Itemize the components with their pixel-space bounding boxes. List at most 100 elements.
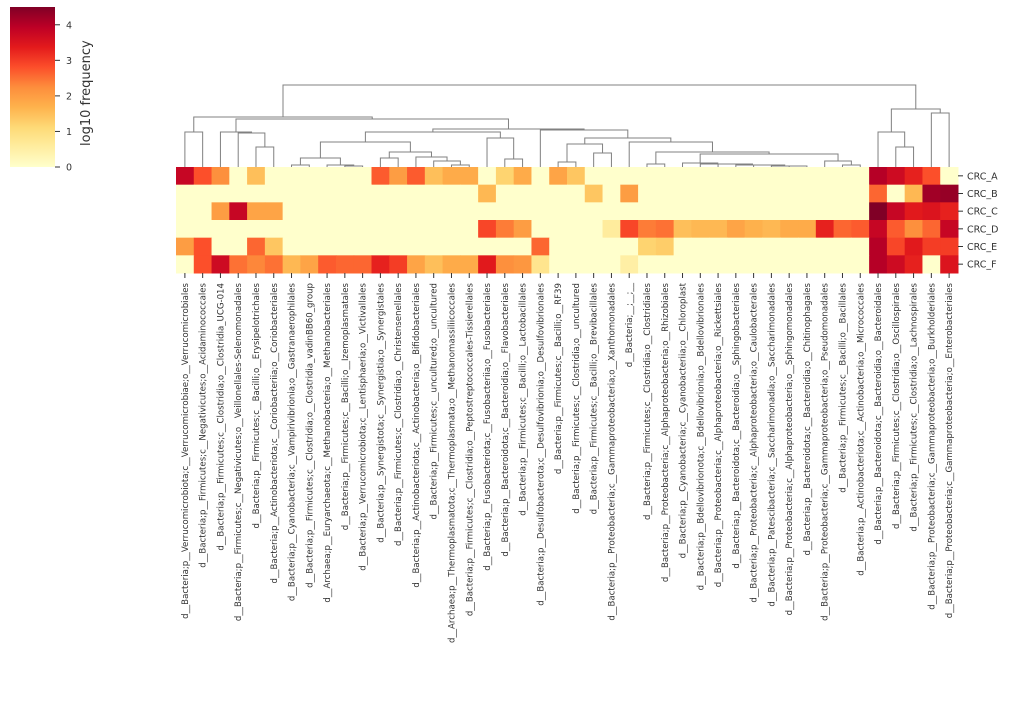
heatmap-cell [193, 220, 213, 239]
heatmap-cell [851, 167, 870, 186]
dendrogram-link [291, 164, 310, 167]
heatmap-cell [815, 202, 835, 221]
heatmap-cell [460, 167, 479, 186]
column-label: d__Bacteria;p__Firmicutes;c__Clostridia;… [394, 282, 404, 546]
heatmap-cell [424, 184, 444, 203]
heatmap-cell [744, 202, 763, 221]
column-dendrogram [184, 84, 950, 167]
heatmap-cell [869, 237, 888, 256]
column-label: d__Bacteria;p__Firmicutes;c__Bacilli;o__… [252, 282, 262, 528]
heatmap-cell [318, 255, 337, 274]
dendrogram-link [486, 137, 515, 167]
column-label: d__Bacteria;p__Bdellovibrionota;c__Bdell… [696, 282, 706, 590]
heatmap-cell [264, 255, 284, 274]
row-label: CRC_E [967, 242, 997, 253]
column-label: d__Bacteria;p__Firmicutes;c__Clostridia;… [305, 283, 315, 588]
heatmap-cell [851, 184, 870, 203]
heatmap-cell [780, 237, 799, 256]
heatmap-cell [726, 167, 746, 186]
dendrogram-link [450, 164, 470, 167]
heatmap-cell [460, 220, 479, 239]
column-label: d__Bacteria;p__Cyanobacteria;c__Cyanobac… [679, 282, 689, 558]
heatmap-cell [567, 202, 586, 221]
heatmap-cell [211, 167, 230, 186]
dendrogram-link [841, 164, 861, 167]
heatmap-cell [495, 167, 515, 186]
heatmap-cell [691, 167, 710, 186]
heatmap-cell [318, 202, 337, 221]
heatmap-cell [744, 167, 763, 186]
dendrogram-link [344, 165, 364, 167]
heatmap-cell [815, 220, 835, 239]
heatmap-cell [940, 202, 959, 221]
heatmap-cell [815, 255, 835, 274]
heatmap-cell [567, 184, 586, 203]
heatmap-cell [620, 237, 639, 256]
column-label: d__Bacteria;p__Firmicutes;c__Bacilli;o__… [554, 283, 564, 474]
dendrogram-link [646, 163, 666, 167]
column-label: d__Bacteria;p__Firmicutes;c__Negativicut… [234, 282, 244, 621]
dendrogram-link [699, 163, 736, 167]
heatmap-cell [762, 220, 781, 239]
heatmap-cell [495, 202, 515, 221]
heatmap-cell [389, 167, 408, 186]
dendrogram-link [184, 131, 204, 167]
heatmap-cell [478, 237, 497, 256]
heatmap-cell [869, 255, 888, 274]
heatmap-cell [638, 220, 657, 239]
heatmap-cell [407, 220, 426, 239]
heatmap-cell [495, 237, 515, 256]
heatmap-cell [353, 184, 372, 203]
dendrogram-link [699, 153, 839, 163]
column-label: d__Bacteria;p__Firmicutes;c__uncultured;… [430, 283, 440, 520]
heatmap-cell [567, 167, 586, 186]
heatmap-cell [851, 202, 870, 221]
heatmap-cell [655, 184, 675, 203]
column-label: d__Bacteria;p__Proteobacteria;c__Gammapr… [821, 282, 831, 620]
heatmap-cell [798, 184, 817, 203]
heatmap-cell [264, 220, 284, 239]
dendrogram-link [219, 131, 253, 167]
heatmap-cell [940, 255, 959, 274]
heatmap-cell [638, 184, 657, 203]
heatmap-cell [886, 202, 906, 221]
heatmap-cell [567, 237, 586, 256]
column-label: d__Bacteria;p__Proteobacteria;c__Gammapr… [945, 282, 955, 618]
column-label: d__Bacteria;p__Actinobacteriota;c__Actin… [856, 282, 866, 575]
heatmap-cell [176, 237, 195, 256]
heatmap-cell [851, 255, 870, 274]
heatmap-cell [869, 167, 888, 186]
column-label: d__Bacteria;p__Cyanobacteria;c__Vampiriv… [288, 282, 298, 601]
column-label: d__Bacteria;p__Firmicutes;c__Bacilli;o__… [519, 282, 529, 515]
heatmap-cell [638, 255, 657, 274]
dendrogram-link [433, 160, 461, 167]
heatmap-cell [549, 202, 568, 221]
heatmap-cell [424, 255, 444, 274]
heatmap-cell [495, 220, 515, 239]
heatmap-cell [726, 255, 746, 274]
dendrogram-link [824, 160, 852, 167]
dendrogram-link [539, 129, 629, 167]
heatmap-cell [655, 237, 675, 256]
heatmap-cell [673, 167, 692, 186]
heatmap-cell [300, 237, 319, 256]
heatmap-cell [780, 184, 799, 203]
heatmap-cell [602, 184, 621, 203]
heatmap-cell [886, 237, 906, 256]
column-label: d__Bacteria;p__Firmicutes;c__Clostridia;… [892, 282, 902, 529]
dendrogram-link [593, 152, 612, 167]
heatmap-cell [513, 202, 532, 221]
heatmap-cell [335, 202, 355, 221]
heatmap-cell [620, 220, 639, 239]
heatmap-cell [371, 255, 390, 274]
column-label: d__Bacteria;p__Actinobacteriota;c__Corio… [270, 282, 280, 583]
heatmap-cell [300, 184, 319, 203]
row-label: CRC_F [967, 260, 997, 271]
column-label: d__Bacteria;p__Firmicutes;c__Negativicut… [199, 282, 209, 567]
heatmap-cell [638, 202, 657, 221]
heatmap-cell [744, 237, 763, 256]
heatmap-cell [726, 220, 746, 239]
heatmap-cell [638, 237, 657, 256]
heatmap-cell [176, 167, 195, 186]
heatmap-cell [673, 255, 692, 274]
